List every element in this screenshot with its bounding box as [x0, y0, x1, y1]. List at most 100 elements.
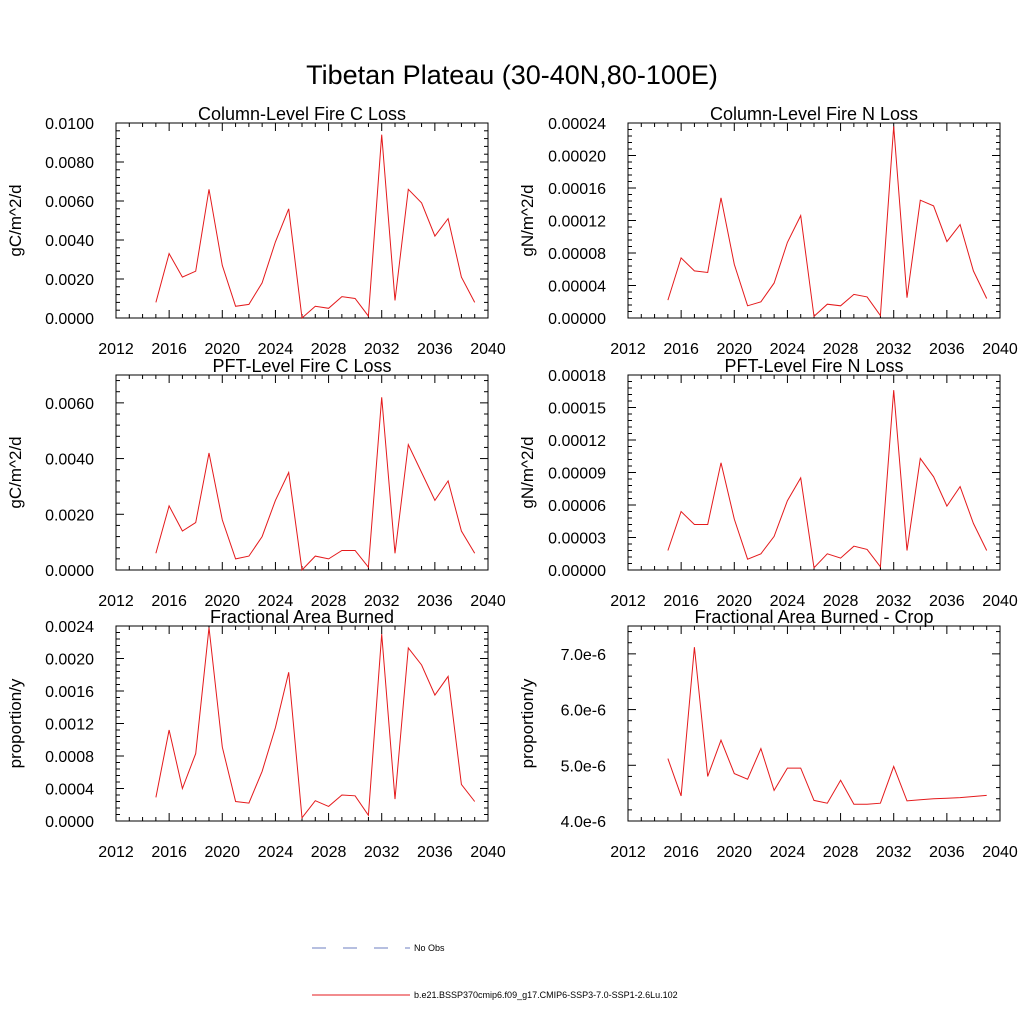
y-tick-label: 6.0e-6	[561, 703, 606, 720]
y-tick-label: 0.0020	[45, 272, 94, 289]
x-tick-label: 2028	[311, 593, 347, 610]
y-tick-label: 0.0080	[45, 155, 94, 172]
x-tick-label: 2024	[770, 844, 806, 861]
x-tick-label: 2020	[204, 593, 240, 610]
page-title: Tibetan Plateau (30-40N,80-100E)	[306, 60, 718, 90]
y-axis-label: gC/m^2/d	[6, 436, 25, 508]
plot-frame	[115, 625, 489, 822]
y-tick-label: 0.0012	[45, 717, 94, 734]
x-tick-label: 2024	[258, 844, 294, 861]
y-tick-label: 0.0016	[45, 684, 94, 701]
x-tick-label: 2016	[663, 341, 699, 358]
y-tick-label: 0.00008	[548, 246, 606, 263]
y-tick-label: 0.0060	[45, 396, 94, 413]
series-line-1	[667, 390, 988, 569]
x-tick-label: 2036	[929, 593, 965, 610]
x-tick-label: 2036	[929, 341, 965, 358]
series-line-1	[155, 134, 476, 320]
x-tick-label: 2024	[770, 593, 806, 610]
x-tick-label: 2012	[98, 593, 134, 610]
plot-frame	[627, 374, 1001, 571]
y-tick-label: 0.00018	[548, 368, 606, 385]
panel-title: PFT-Level Fire N Loss	[724, 356, 903, 376]
panel-title: Column-Level Fire N Loss	[710, 104, 918, 124]
y-tick-label: 0.00003	[548, 531, 606, 548]
y-tick-label: 0.0004	[45, 782, 94, 799]
series-line-1	[155, 627, 476, 820]
y-tick-label: 0.00020	[548, 149, 606, 166]
x-tick-label: 2016	[663, 844, 699, 861]
legend-label-no-obs: No Obs	[414, 943, 445, 953]
y-tick-label: 5.0e-6	[561, 758, 606, 775]
x-tick-label: 2036	[417, 593, 453, 610]
panel-title: Fractional Area Burned - Crop	[694, 607, 933, 627]
x-tick-label: 2040	[982, 844, 1018, 861]
x-tick-label: 2032	[876, 844, 912, 861]
y-tick-label: 0.0040	[45, 452, 94, 469]
y-tick-label: 4.0e-6	[561, 814, 606, 831]
y-tick-label: 0.0100	[45, 116, 94, 133]
x-tick-label: 2016	[151, 593, 187, 610]
y-tick-label: 0.00004	[548, 279, 606, 296]
x-tick-label: 2036	[417, 844, 453, 861]
x-tick-label: 2028	[311, 341, 347, 358]
y-tick-label: 7.0e-6	[561, 647, 606, 664]
chart-panel-2: Column-Level Fire N Loss gN/m^2/d 2012 2016…	[518, 104, 1018, 358]
y-tick-label: 0.0008	[45, 749, 94, 766]
series-line-1	[155, 397, 476, 572]
y-tick-label: 0.00024	[548, 116, 606, 133]
panel-title: Column-Level Fire C Loss	[198, 104, 406, 124]
x-tick-label: 2020	[204, 844, 240, 861]
x-tick-label: 2028	[823, 341, 859, 358]
x-tick-label: 2024	[770, 341, 806, 358]
x-tick-label: 2032	[876, 341, 912, 358]
y-tick-label: 0.00006	[548, 498, 606, 515]
x-tick-label: 2040	[470, 341, 506, 358]
x-tick-label: 2012	[98, 844, 134, 861]
y-axis-label: gN/m^2/d	[518, 184, 537, 256]
y-tick-label: 0.00012	[548, 433, 606, 450]
plot-frame	[627, 625, 1001, 822]
x-tick-label: 2020	[716, 844, 752, 861]
y-tick-label: 0.0040	[45, 233, 94, 250]
y-tick-label: 0.0024	[45, 619, 94, 636]
x-tick-label: 2028	[823, 593, 859, 610]
y-tick-label: 0.00016	[548, 181, 606, 198]
x-tick-label: 2040	[982, 341, 1018, 358]
legend: No Obs b.e21.BSSP370cmip6.f09_g17.CMIP6-…	[312, 943, 678, 1000]
x-tick-label: 2032	[876, 593, 912, 610]
legend-label-model: b.e21.BSSP370cmip6.f09_g17.CMIP6-SSP3-7.…	[414, 990, 678, 1000]
x-tick-label: 2036	[417, 341, 453, 358]
x-tick-label: 2012	[98, 341, 134, 358]
y-tick-label: 0.0000	[45, 814, 94, 831]
x-tick-label: 2024	[258, 341, 294, 358]
x-tick-label: 2040	[470, 593, 506, 610]
x-tick-label: 2028	[311, 844, 347, 861]
x-tick-label: 2040	[470, 844, 506, 861]
plot-frame	[627, 122, 1001, 319]
y-axis-label: proportion/y	[6, 678, 25, 768]
y-tick-label: 0.00009	[548, 466, 606, 483]
y-tick-label: 0.00000	[548, 563, 606, 580]
y-tick-label: 0.00015	[548, 401, 606, 418]
x-tick-label: 2020	[716, 593, 752, 610]
y-tick-label: 0.00000	[548, 311, 606, 328]
panel-title: PFT-Level Fire C Loss	[212, 356, 391, 376]
x-tick-label: 2012	[610, 341, 646, 358]
chart-panel-6: Fractional Area Burned - Crop proportion/…	[518, 607, 1018, 861]
y-axis-label: gN/m^2/d	[518, 436, 537, 508]
y-axis-label: proportion/y	[518, 678, 537, 768]
x-tick-label: 2012	[610, 844, 646, 861]
x-tick-label: 2036	[929, 844, 965, 861]
panel-title: Fractional Area Burned	[210, 607, 394, 627]
chart-panel-1: Column-Level Fire C Loss gC/m^2/d 2012 2016…	[6, 104, 506, 358]
x-tick-label: 2020	[204, 341, 240, 358]
x-tick-label: 2012	[610, 593, 646, 610]
x-tick-label: 2040	[982, 593, 1018, 610]
series-line-1	[667, 126, 988, 318]
y-tick-label: 0.0060	[45, 194, 94, 211]
x-tick-label: 2028	[823, 844, 859, 861]
y-tick-label: 0.0020	[45, 652, 94, 669]
x-tick-label: 2016	[151, 844, 187, 861]
